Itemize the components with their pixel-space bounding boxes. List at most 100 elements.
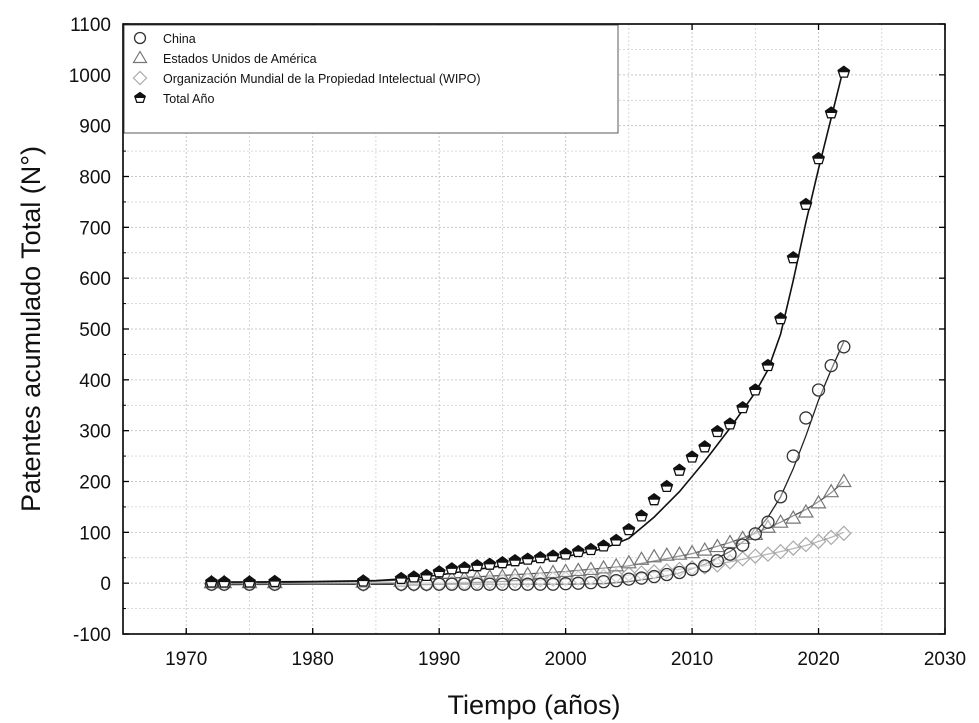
x-tick-label: 2020 xyxy=(797,649,839,670)
x-tick-label: 1990 xyxy=(418,649,460,670)
marker-triangle xyxy=(519,566,536,581)
marker-triangle xyxy=(684,544,701,559)
marker-triangle xyxy=(570,562,587,577)
marker-triangle xyxy=(544,564,562,579)
marker-diamond xyxy=(545,571,561,587)
marker-diamond xyxy=(734,550,751,567)
marker-circle xyxy=(495,577,510,591)
marker-pentagon-half xyxy=(837,65,851,78)
marker-pentagon-half xyxy=(597,539,611,552)
marker-circle xyxy=(457,577,472,591)
marker-triangle xyxy=(835,473,852,488)
marker-circle xyxy=(748,527,762,541)
marker-circle xyxy=(698,559,712,573)
marker-pentagon-half xyxy=(635,509,648,522)
marker-triangle xyxy=(658,547,675,561)
marker-fill xyxy=(522,553,534,560)
marker-pentagon-half xyxy=(685,450,699,463)
marker-fill xyxy=(559,548,572,555)
marker-triangle xyxy=(608,557,625,572)
marker-circle xyxy=(786,449,800,463)
marker-pentagon-half xyxy=(698,440,712,453)
marker-fill xyxy=(471,559,483,566)
marker-fill xyxy=(547,550,559,557)
x-tick-label: 1980 xyxy=(292,649,334,670)
x-tick-label: 2000 xyxy=(544,649,586,670)
marker-fill xyxy=(597,540,610,547)
marker-pentagon-half xyxy=(672,463,686,476)
marker-circle xyxy=(584,576,598,590)
marker-circle xyxy=(508,577,522,591)
marker-pentagon-half xyxy=(356,574,370,587)
marker-pentagon-half xyxy=(786,250,800,264)
marker-fill xyxy=(458,561,471,568)
marker-fill xyxy=(446,562,458,569)
marker-pentagon-half xyxy=(521,552,535,565)
marker-fill xyxy=(134,92,146,98)
y-tick-label: 1100 xyxy=(70,15,111,36)
y-tick-label: 0 xyxy=(100,574,111,595)
fit-curve xyxy=(211,67,845,583)
marker-triangle xyxy=(506,567,524,582)
legend-marker-diamond xyxy=(132,70,148,86)
marker-pentagon-half xyxy=(217,575,231,588)
marker-pentagon-half xyxy=(609,533,623,546)
marker-diamond xyxy=(823,529,840,546)
legend-marker-triangle xyxy=(132,50,148,64)
marker-circle xyxy=(672,565,687,580)
marker-triangle xyxy=(646,548,663,563)
marker-diamond xyxy=(646,564,662,580)
marker-circle xyxy=(660,567,674,582)
marker-triangle xyxy=(633,551,650,565)
marker-pentagon-half xyxy=(736,400,750,414)
legend-label: China xyxy=(163,32,196,46)
marker-triangle xyxy=(772,513,789,528)
legend-box xyxy=(123,24,619,134)
marker-pentagon-half xyxy=(559,547,573,560)
marker-pentagon-half xyxy=(394,571,408,585)
marker-fill xyxy=(420,569,433,576)
marker-circle xyxy=(432,577,446,591)
marker-fill xyxy=(585,543,597,550)
marker-pentagon-half xyxy=(748,383,762,396)
y-tick-label: 500 xyxy=(79,320,111,341)
marker-pentagon-half xyxy=(761,358,775,372)
marker-circle xyxy=(533,577,547,591)
marker-fill xyxy=(205,576,218,583)
marker-fill xyxy=(243,576,256,583)
marker-pentagon-half xyxy=(445,562,459,575)
marker-fill xyxy=(762,359,774,366)
marker-circle xyxy=(799,411,813,425)
marker-fill xyxy=(433,566,445,572)
marker-fill xyxy=(648,493,660,500)
marker-pentagon-half xyxy=(799,197,813,210)
marker-diamond xyxy=(810,533,827,550)
marker-diamond xyxy=(620,566,637,582)
marker-diamond xyxy=(760,546,776,563)
marker-triangle xyxy=(557,563,574,578)
marker-circle xyxy=(622,572,636,586)
marker-circle xyxy=(483,577,497,591)
marker-circle xyxy=(546,577,560,591)
marker-pentagon-half xyxy=(407,570,421,583)
marker-fill xyxy=(774,312,787,319)
marker-pentagon-half xyxy=(546,549,560,562)
marker-pentagon-half xyxy=(483,557,497,570)
marker-pentagon-half xyxy=(470,559,484,572)
marker-pentagon-half xyxy=(723,417,737,430)
marker-fill xyxy=(749,384,761,390)
marker-triangle xyxy=(709,538,726,553)
y-tick-label: 600 xyxy=(79,269,111,290)
marker-triangle xyxy=(823,483,840,498)
marker-pentagon-half xyxy=(495,555,509,569)
marker-fill xyxy=(496,556,509,563)
marker-pentagon-half xyxy=(571,544,585,558)
marker-fill xyxy=(724,418,736,425)
marker-fill xyxy=(800,198,812,205)
marker-circle xyxy=(824,358,838,373)
marker-diamond xyxy=(671,561,688,578)
marker-diamond xyxy=(532,571,549,588)
y-tick-label: 400 xyxy=(79,371,111,392)
marker-diamond xyxy=(608,567,625,584)
